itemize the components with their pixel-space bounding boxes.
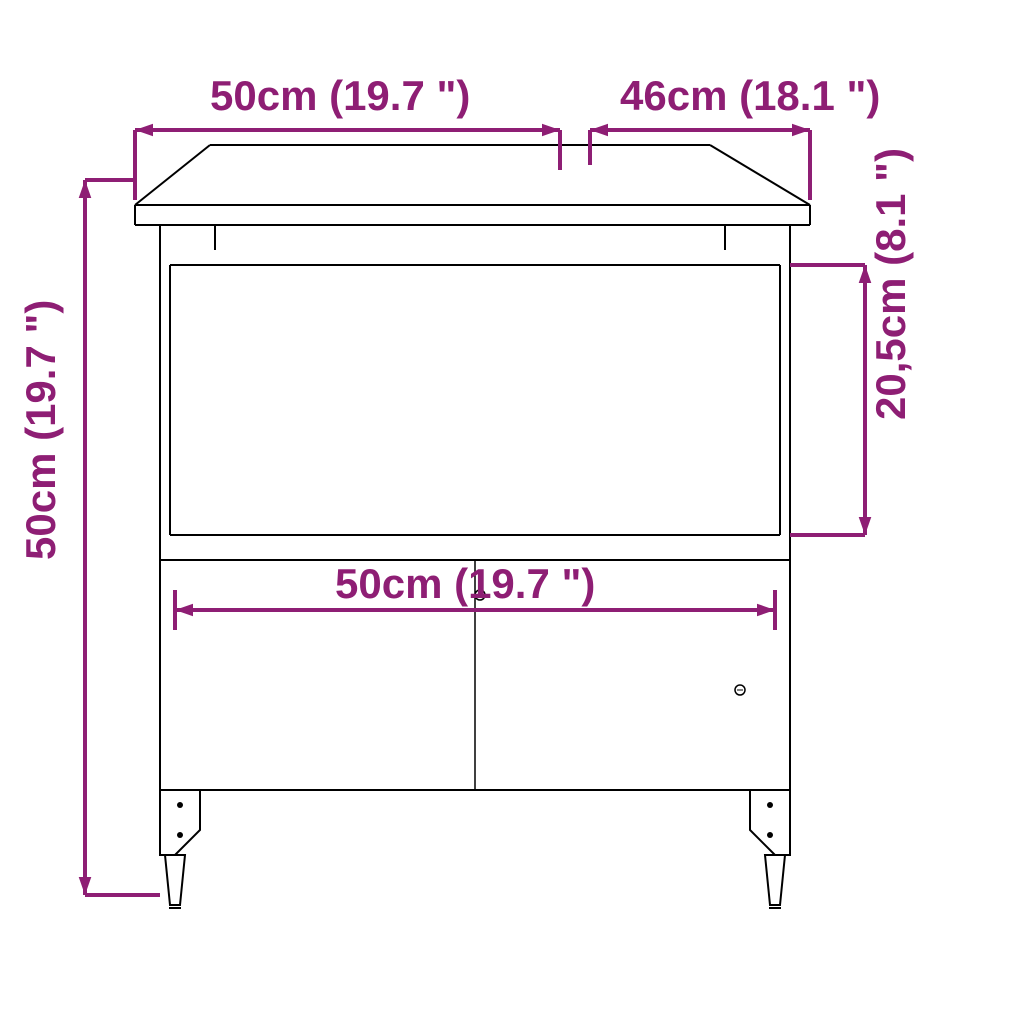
dim-depth-label: 46cm (18.1 ") <box>620 72 880 119</box>
dim-width-label: 50cm (19.7 ") <box>210 72 470 119</box>
dim-shelf-label: 50cm (19.7 ") <box>335 560 595 607</box>
dim-height-label: 50cm (19.7 ") <box>17 300 64 560</box>
dim-drawer-label: 20,5cm (8.1 ") <box>867 148 914 420</box>
